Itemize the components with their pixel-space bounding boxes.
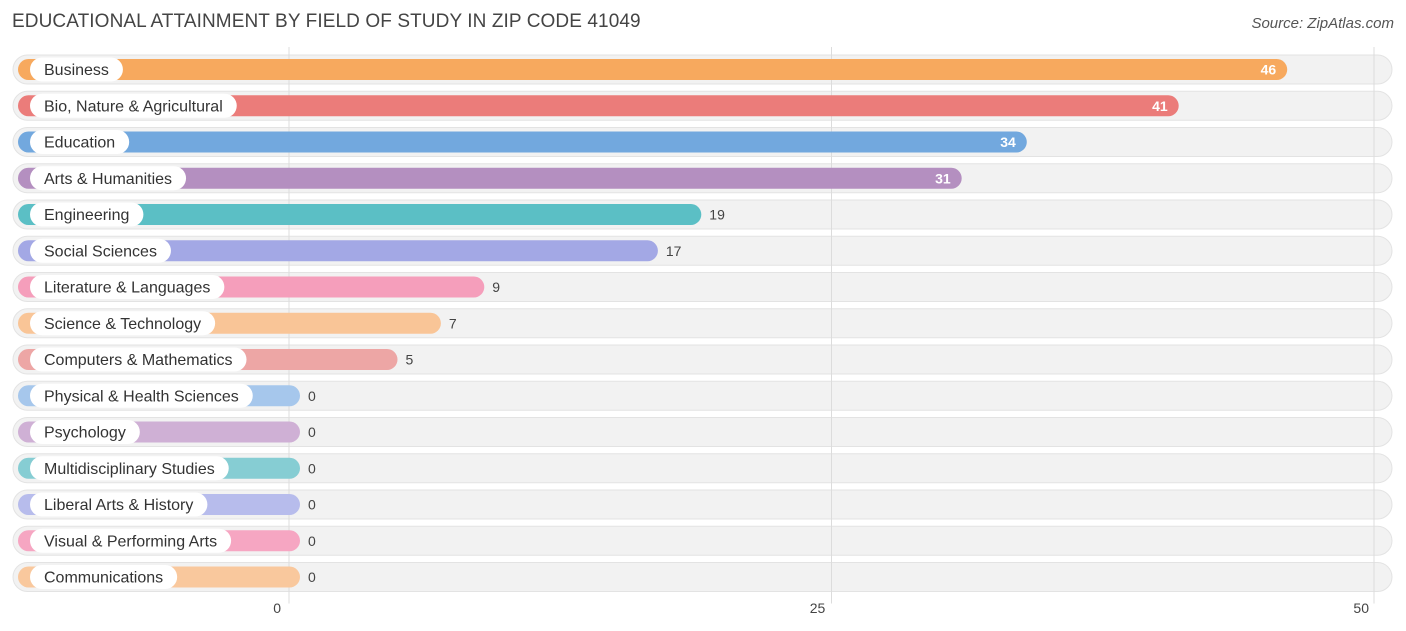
row-background [12,380,1393,411]
category-label: Arts & Humanities [44,171,172,188]
value-label: 0 [308,497,316,513]
category-label: Education [44,135,115,152]
x-tick-label: 0 [273,600,281,616]
category-label-pill [30,275,225,299]
bar[interactable] [18,131,1027,153]
value-label: 0 [308,424,316,440]
row-background [12,417,1393,447]
category-label: Literature & Languages [44,280,210,297]
bar[interactable] [18,240,658,262]
value-label: 34 [1000,134,1016,150]
category-label: Psychology [44,425,126,442]
chart-title: EDUCATIONAL ATTAINMENT BY FIELD OF STUDY… [12,11,641,32]
category-label: Physical & Health Sciences [44,388,239,405]
value-label: 0 [308,533,316,549]
source-credit: Source: ZipAtlas.com [1251,15,1394,32]
category-label: Science & Technology [44,316,201,333]
row-background [12,525,1393,556]
category-label-pill [30,311,216,336]
value-label: 41 [1152,98,1168,114]
category-label-pill [30,528,232,553]
bar[interactable] [18,95,1179,117]
category-label-pill [30,130,130,154]
category-label-pill [30,347,247,372]
category-label: Communications [44,570,163,587]
value-label: 0 [308,460,316,476]
category-label-pill [30,456,229,481]
bar[interactable] [18,167,962,189]
category-label-pill [30,238,171,263]
category-label: Computers & Mathematics [44,352,233,369]
value-label: 5 [406,352,414,368]
category-label-pill [30,383,253,408]
x-tick-label: 25 [810,600,826,616]
x-tick-label: 50 [1353,600,1369,616]
category-label: Multidisciplinary Studies [44,461,215,478]
bar[interactable] [18,59,1288,80]
category-label: Liberal Arts & History [44,497,193,514]
category-label-pill [30,492,208,517]
category-label: Social Sciences [44,243,157,260]
category-label: Bio, Nature & Agricultural [44,98,223,115]
category-label-pill [30,420,140,444]
value-label: 0 [308,388,316,404]
row-background [12,562,1393,592]
bars: Business 46 Bio, Nature & Agricultural 41 Ed… [18,57,1288,589]
category-label-pill [30,565,178,589]
value-label: 17 [666,243,682,259]
value-label: 31 [935,170,951,186]
category-label-pill [30,166,187,191]
category-label-pill [30,202,144,227]
category-label-pill [30,93,237,118]
value-label: 19 [709,207,725,223]
category-label: Business [44,62,109,79]
row-background [12,453,1393,484]
category-label: Visual & Performing Arts [44,533,217,550]
value-label: 9 [492,279,500,295]
x-axis: 0 25 50 [273,600,1369,616]
value-label: 46 [1261,62,1277,78]
category-label: Engineering [44,207,129,224]
bar[interactable] [18,204,702,225]
row-background [12,489,1393,520]
value-label: 0 [308,569,316,585]
category-label-pill [30,57,123,82]
value-label: 7 [449,315,457,331]
